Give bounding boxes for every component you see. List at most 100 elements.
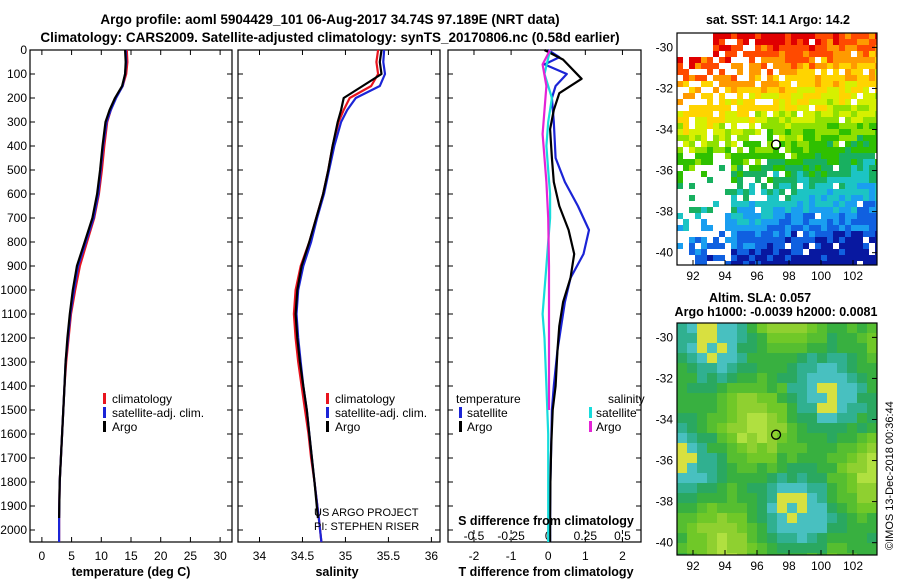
map-cell [791,177,797,183]
map-cell [677,171,683,177]
map-cell [683,219,689,225]
map-cell [869,231,875,237]
map-cell [677,533,687,543]
map-cell [845,177,851,183]
map-cell [869,99,875,105]
map-cell [791,153,797,159]
map-cell [851,195,857,201]
map-cell [809,171,815,177]
map-cell [875,99,877,105]
map-cell [773,105,779,111]
map-cell [773,39,779,45]
map-cell [863,99,869,105]
map-cell [817,433,827,443]
map-cell [767,141,773,147]
map-cell [747,423,757,433]
map-cell [851,231,857,237]
map-cell [803,45,809,51]
map-cell [803,213,809,219]
map-cell [845,105,851,111]
map-cell [869,237,875,243]
map-cell [845,141,851,147]
map-cell [797,553,807,555]
map-cell [755,129,761,135]
map-cell [851,57,857,63]
map-cell [857,553,867,555]
map-cell [719,135,725,141]
map-cell [737,513,747,523]
map-cell [863,87,869,93]
map-cell [857,543,867,553]
map-cell [847,343,857,353]
map-cell [707,363,717,373]
map-cell [677,99,683,105]
map-cell [757,373,767,383]
map-cell [837,553,847,555]
map-cell [833,237,839,243]
map-cell [787,503,797,513]
map-cell [697,343,707,353]
map-cell [697,323,707,333]
map-cell [863,57,869,63]
series-argo [58,49,127,519]
map-cell [833,123,839,129]
map-cell [821,237,827,243]
map-cell [837,333,847,343]
map-cell [717,323,727,333]
map-cell [847,353,857,363]
map-cell [803,243,809,249]
map-cell [785,237,791,243]
map-cell [839,87,845,93]
map-cell [737,237,743,243]
depth-tick-label: 200 [7,91,27,105]
map-cell [857,413,867,423]
map-cell [815,177,821,183]
map-cell [857,87,863,93]
map-cell [757,543,767,553]
map-cell [737,463,747,473]
map-cell [867,523,877,533]
map-cell [743,231,749,237]
map-cell [761,213,767,219]
map-cell [797,105,803,111]
map-cell [815,243,821,249]
map-cell [867,543,877,553]
map-cell [857,171,863,177]
map-cell [695,75,701,81]
map-cell [717,533,727,543]
map-cell [791,255,797,261]
map-cell [687,503,697,513]
map-cell [737,45,743,51]
map-cell [809,183,815,189]
map-cell [779,225,785,231]
map-cell [837,433,847,443]
map-cell [839,39,845,45]
map-cell [803,255,809,261]
map-cell [749,63,755,69]
map-cell [677,403,687,413]
map-cell [827,231,833,237]
map-cell [803,63,809,69]
map-cell [863,207,869,213]
map-cell [833,147,839,153]
map-cell [713,129,719,135]
map-cell [803,117,809,123]
map-cell [701,207,707,213]
map-cell [737,201,743,207]
map-cell [797,87,803,93]
map-cell [807,533,817,543]
map-cell [839,243,845,249]
map-cell [807,423,817,433]
map-cell [839,45,845,51]
map-cell [767,189,773,195]
map-cell [827,413,837,423]
map-cell [839,33,845,39]
map-cell [837,503,847,513]
map-cell [777,423,787,433]
map-cell [821,219,827,225]
map-cell [731,111,737,117]
map-cell [707,383,717,393]
map-cell [755,177,761,183]
top-x-tick-label: -0.25 [497,529,525,543]
map-cell [701,171,707,177]
